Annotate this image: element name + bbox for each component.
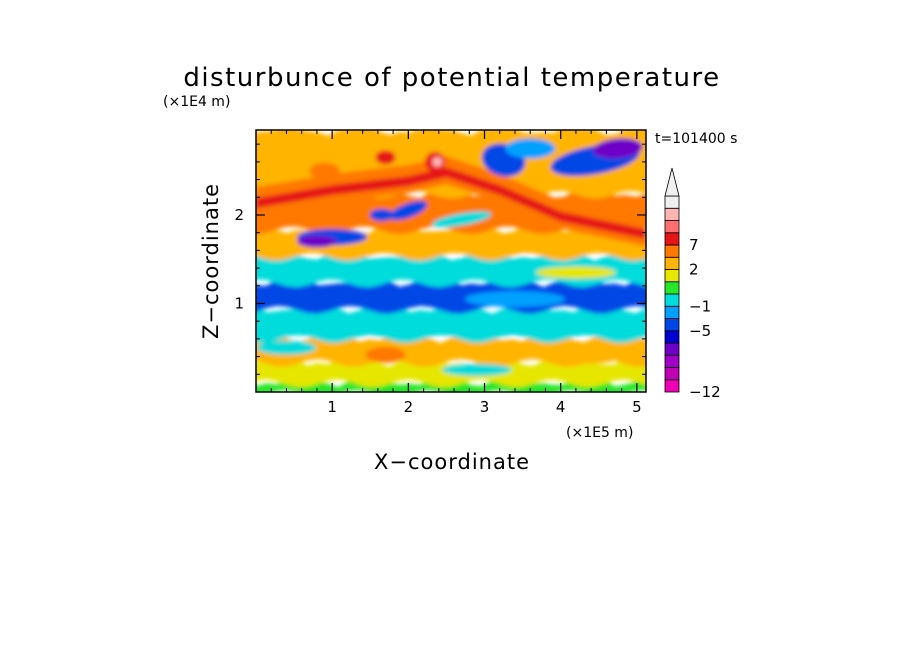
- heatmap-blob: [256, 340, 317, 355]
- colorbar-label: −12: [689, 383, 721, 401]
- colorbar-segment: [664, 354, 680, 368]
- x-axis-label: X−coordinate: [374, 450, 530, 474]
- heatmap-blob: [369, 208, 394, 221]
- heatmap-blob: [389, 201, 428, 221]
- x-tick-label: 5: [632, 398, 642, 416]
- heatmap-blob: [309, 162, 340, 179]
- chart-title: disturbunce of potential temperature: [183, 63, 720, 93]
- colorbar-segment: [664, 330, 680, 344]
- colorbar-extend-arrow: [664, 167, 680, 197]
- colorbar-segment: [664, 367, 680, 381]
- colorbar-label: −1: [689, 297, 711, 315]
- x-axis-ticks: 1 2 3 4 5: [270, 130, 642, 416]
- colorbar-segment: [664, 379, 680, 393]
- colorbar-segment: [664, 195, 680, 209]
- x-tick-label: 1: [327, 398, 337, 416]
- heatmap-band: [256, 302, 646, 343]
- heatmap-blob: [269, 292, 350, 307]
- colorbar-segment: [664, 293, 680, 307]
- colorbar-segment: [664, 232, 680, 246]
- heatmap-blob: [432, 156, 443, 167]
- colorbar-segment: [664, 281, 680, 295]
- y-axis-label: Z−coordinate: [199, 183, 223, 339]
- colorbar-segment: [664, 256, 680, 270]
- x-tick-label: 4: [556, 398, 566, 416]
- colorbar-label: −5: [689, 322, 711, 340]
- colorbar-segment: [664, 207, 680, 221]
- colorbar-segment: [664, 244, 680, 258]
- y-unit-label: (×1E4 m): [163, 94, 230, 110]
- heatmap-blob: [505, 138, 556, 159]
- heatmap-blob: [365, 346, 406, 363]
- colorbar-segment: [664, 220, 680, 234]
- y-axis-ticks: 12: [234, 143, 646, 375]
- heatmap-blob: [432, 211, 492, 228]
- heatmap-blob: [535, 266, 616, 279]
- heatmap-field: [256, 130, 646, 392]
- heatmap-blob: [543, 345, 624, 364]
- colorbar-segment: [664, 269, 680, 283]
- colorbar-segment: [664, 342, 680, 356]
- x-tick-label: 3: [480, 398, 490, 416]
- heatmap-blob: [296, 235, 337, 248]
- ridge: [256, 156, 646, 247]
- heatmap-blob: [592, 138, 643, 159]
- heatmap-blob: [375, 150, 396, 165]
- heatmap-blob: [464, 291, 565, 308]
- x-unit-label: (×1E5 m): [566, 425, 633, 441]
- colorbar: −12−5−127: [664, 167, 721, 401]
- ridge-core: [256, 167, 646, 240]
- colorbar-segment: [664, 318, 680, 332]
- colorbar-label: 7: [689, 236, 699, 254]
- y-tick-label: 2: [234, 206, 244, 224]
- x-tick-label: 2: [404, 398, 414, 416]
- heatmap-blob: [441, 363, 512, 376]
- colorbar-label: 2: [689, 261, 699, 279]
- time-label: t=101400 s: [655, 131, 737, 147]
- y-tick-label: 1: [234, 294, 244, 312]
- plot-frame: [255, 129, 647, 393]
- colorbar-segment: [664, 305, 680, 319]
